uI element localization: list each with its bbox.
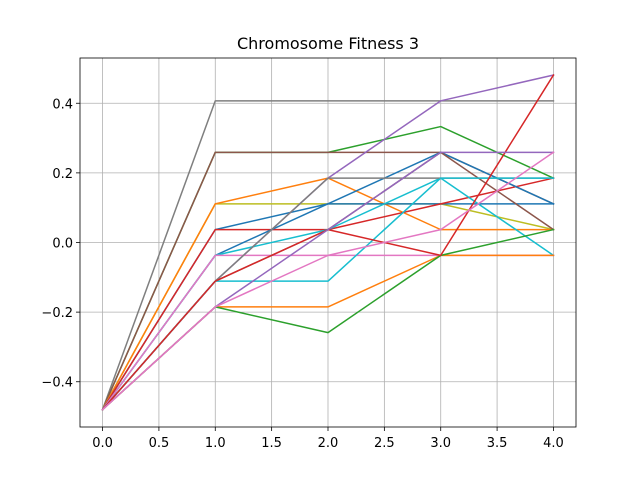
y-tick-label: −0.4 xyxy=(41,376,73,391)
y-tick-label: 0.0 xyxy=(52,237,73,252)
series-line-19 xyxy=(101,151,555,411)
x-tick-label: 0.0 xyxy=(92,436,113,451)
x-tick-label: 4.0 xyxy=(543,436,564,451)
series-line-1 xyxy=(101,100,555,411)
x-tick-label: 1.5 xyxy=(261,436,282,451)
series-layer xyxy=(101,74,555,411)
tick-layer: 0.0 0.5 1.0 1.5 2.0 2.5 3.0 3.5 4.0 −0.4 −0.2 0.0 0.… xyxy=(41,97,563,451)
y-tick-label: 0.4 xyxy=(52,97,73,112)
y-tick-label: 0.2 xyxy=(52,167,73,182)
x-tick-label: 0.5 xyxy=(149,436,170,451)
y-tick-label: −0.2 xyxy=(41,306,73,321)
x-tick-label: 1.0 xyxy=(205,436,226,451)
x-tick-label: 2.0 xyxy=(318,436,339,451)
x-tick-label: 3.5 xyxy=(487,436,508,451)
x-tick-label: 3.0 xyxy=(430,436,451,451)
chart-title: Chromosome Fitness 3 xyxy=(237,34,419,53)
x-tick-label: 2.5 xyxy=(374,436,395,451)
